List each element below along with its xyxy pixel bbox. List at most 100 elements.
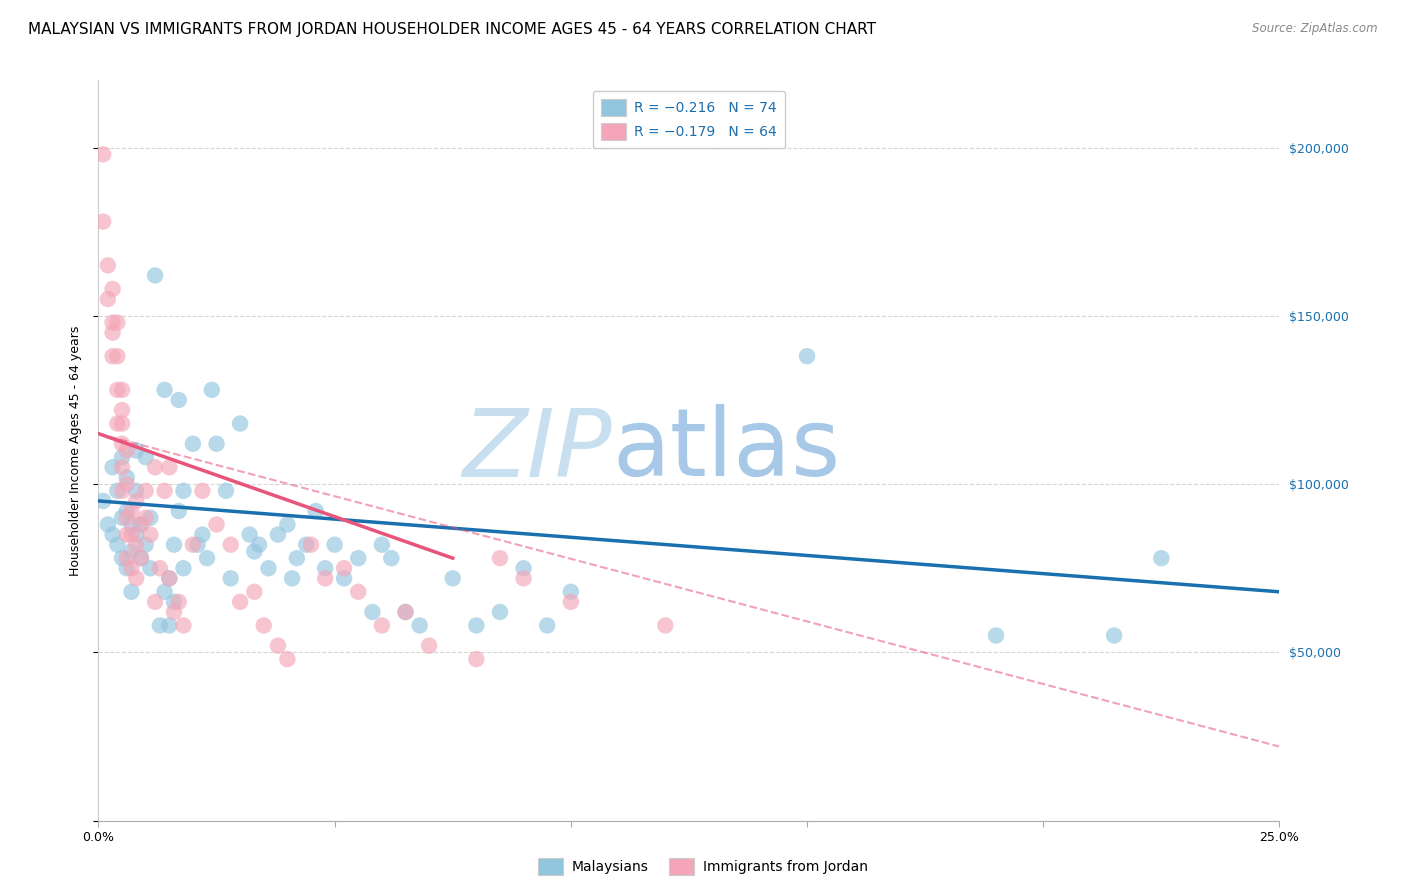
Point xyxy=(111,460,134,475)
Point xyxy=(139,527,162,541)
Point xyxy=(172,618,194,632)
Point xyxy=(149,618,172,632)
Point xyxy=(163,595,186,609)
Point xyxy=(129,517,152,532)
Point xyxy=(247,538,270,552)
Point xyxy=(101,460,124,475)
Point xyxy=(201,383,224,397)
Point xyxy=(125,527,148,541)
Legend: R = −0.216   N = 74, R = −0.179   N = 64: R = −0.216 N = 74, R = −0.179 N = 64 xyxy=(592,91,786,148)
Point xyxy=(347,584,370,599)
Point xyxy=(560,584,582,599)
Point xyxy=(157,618,180,632)
Point xyxy=(380,551,402,566)
Point xyxy=(129,551,152,566)
Point xyxy=(347,551,370,566)
Point xyxy=(219,571,242,585)
Point xyxy=(489,605,512,619)
Point xyxy=(1150,551,1173,566)
Point xyxy=(121,584,143,599)
Point xyxy=(101,282,124,296)
Point xyxy=(371,618,394,632)
Point xyxy=(91,214,114,228)
Point xyxy=(157,571,180,585)
Point xyxy=(105,349,128,363)
Point xyxy=(305,504,328,518)
Point xyxy=(323,538,346,552)
Point xyxy=(163,538,186,552)
Point xyxy=(512,561,534,575)
Point xyxy=(172,483,194,498)
Point xyxy=(371,538,394,552)
Point xyxy=(394,605,416,619)
Point xyxy=(285,551,308,566)
Point xyxy=(115,510,138,524)
Point xyxy=(229,595,252,609)
Point xyxy=(153,584,176,599)
Point xyxy=(163,605,186,619)
Point xyxy=(125,571,148,585)
Point xyxy=(111,510,134,524)
Point xyxy=(243,584,266,599)
Point xyxy=(125,443,148,458)
Point xyxy=(135,450,157,465)
Point xyxy=(111,403,134,417)
Point xyxy=(257,561,280,575)
Point xyxy=(97,517,120,532)
Text: Source: ZipAtlas.com: Source: ZipAtlas.com xyxy=(1253,22,1378,36)
Point xyxy=(105,417,128,431)
Point xyxy=(135,538,157,552)
Point xyxy=(121,561,143,575)
Point xyxy=(157,460,180,475)
Point xyxy=(143,268,166,283)
Point xyxy=(167,595,190,609)
Point xyxy=(139,510,162,524)
Point xyxy=(111,417,134,431)
Point xyxy=(153,483,176,498)
Point xyxy=(489,551,512,566)
Point xyxy=(181,538,204,552)
Y-axis label: Householder Income Ages 45 - 64 years: Householder Income Ages 45 - 64 years xyxy=(69,326,83,575)
Point xyxy=(129,517,152,532)
Point xyxy=(125,483,148,498)
Point xyxy=(111,483,134,498)
Point xyxy=(333,571,356,585)
Point xyxy=(299,538,322,552)
Point xyxy=(314,571,336,585)
Point xyxy=(111,383,134,397)
Point xyxy=(267,527,290,541)
Point xyxy=(560,595,582,609)
Legend: Malaysians, Immigrants from Jordan: Malaysians, Immigrants from Jordan xyxy=(533,853,873,880)
Point xyxy=(333,561,356,575)
Point xyxy=(796,349,818,363)
Point xyxy=(394,605,416,619)
Point xyxy=(512,571,534,585)
Point xyxy=(418,639,440,653)
Point xyxy=(121,544,143,558)
Point xyxy=(101,349,124,363)
Point xyxy=(215,483,238,498)
Text: ZIP: ZIP xyxy=(463,405,612,496)
Point xyxy=(205,436,228,450)
Point xyxy=(172,561,194,575)
Point xyxy=(984,628,1007,642)
Point xyxy=(135,510,157,524)
Point xyxy=(281,571,304,585)
Point xyxy=(465,618,488,632)
Point xyxy=(191,483,214,498)
Point xyxy=(149,561,172,575)
Point xyxy=(295,538,318,552)
Point xyxy=(139,561,162,575)
Point xyxy=(167,504,190,518)
Point xyxy=(121,517,143,532)
Text: atlas: atlas xyxy=(612,404,841,497)
Point xyxy=(125,494,148,508)
Point xyxy=(195,551,218,566)
Point xyxy=(465,652,488,666)
Point xyxy=(105,483,128,498)
Point xyxy=(101,316,124,330)
Point xyxy=(143,595,166,609)
Point xyxy=(219,538,242,552)
Point xyxy=(167,392,190,407)
Point xyxy=(115,443,138,458)
